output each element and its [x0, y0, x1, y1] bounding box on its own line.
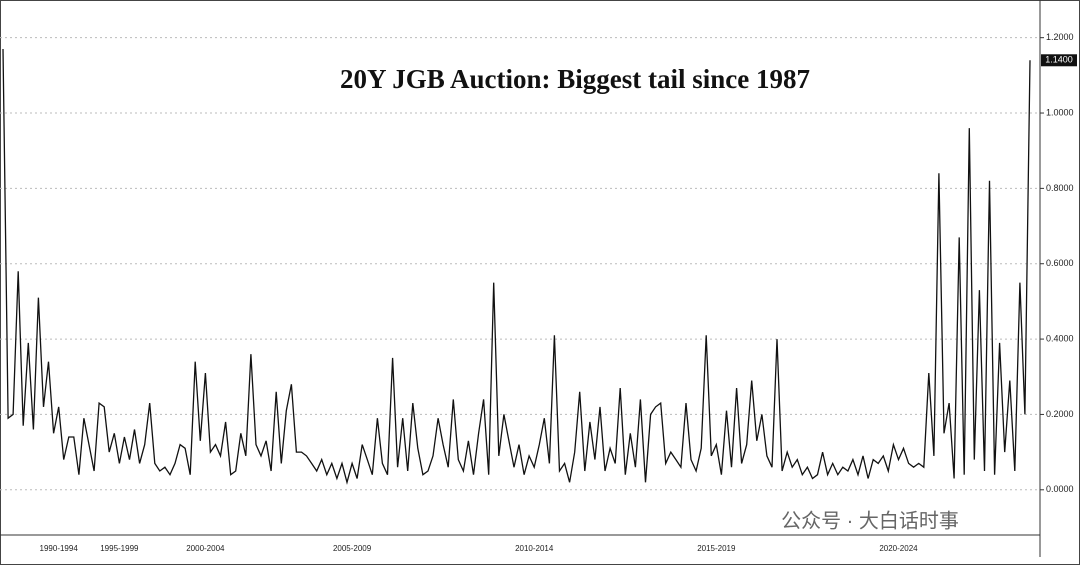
x-tick-label: 1995-1999 [100, 544, 139, 553]
y-tick-label: 0.2000 [1046, 409, 1074, 419]
y-tick-label: 0.8000 [1046, 183, 1074, 193]
chart-title: 20Y JGB Auction: Biggest tail since 1987 [340, 64, 810, 94]
value-label: 1.1400 [1045, 55, 1073, 65]
x-tick-label: 2015-2019 [697, 544, 736, 553]
y-tick-label: 1.2000 [1046, 32, 1074, 42]
x-tick-label: 2000-2004 [186, 544, 225, 553]
y-tick-label: 0.6000 [1046, 258, 1074, 268]
x-tick-label: 2005-2009 [333, 544, 372, 553]
y-tick-label: 0.0000 [1046, 484, 1074, 494]
x-tick-label: 2010-2014 [515, 544, 554, 553]
value-label-box [1041, 54, 1077, 67]
line [2, 48, 1031, 485]
y-tick-label: 0.4000 [1046, 333, 1074, 343]
x-tick-label: 1990-1994 [40, 544, 79, 553]
watermark: 公众号 · 大白话时事 [781, 509, 959, 532]
y-tick-label: 1.0000 [1046, 107, 1074, 117]
x-tick-label: 2020-2024 [879, 544, 918, 553]
